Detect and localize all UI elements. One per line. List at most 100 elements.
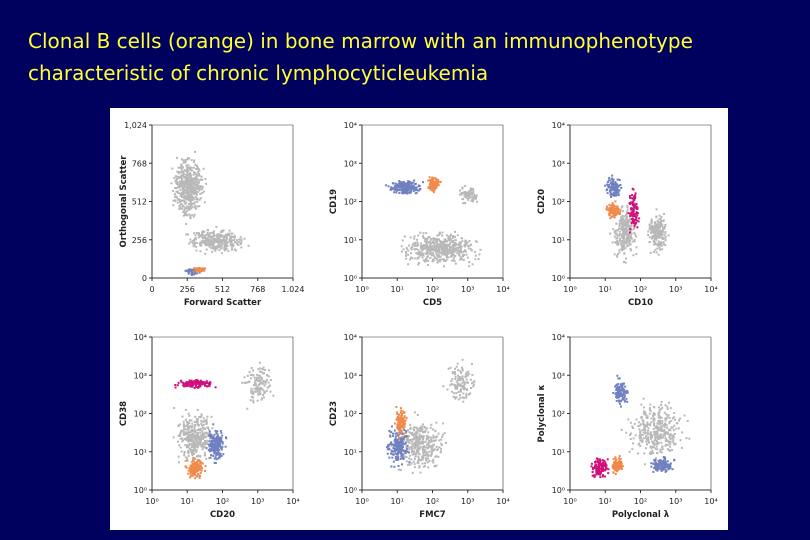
cell-dot [390,452,392,455]
cell-dot [617,192,620,195]
cell-dot [391,425,393,428]
cell-dot [607,185,610,188]
cell-dot [188,268,191,271]
cell-dot [195,207,198,210]
cell-dot [649,452,652,455]
cell-dot [193,424,196,427]
cell-dot [472,188,475,191]
cell-dot [664,419,667,422]
cell-dot [448,244,451,247]
cell-dot [463,384,466,387]
cell-dot [408,182,411,184]
cell-dot [176,384,179,387]
cell-dot [630,224,633,227]
cell-dot [212,247,215,250]
cell-dot [191,205,194,208]
cell-dot [616,386,619,389]
cell-dot [657,232,660,235]
cell-dot [429,250,432,253]
cell-dot [660,400,663,403]
cell-dot [612,458,615,461]
cell-dot [623,230,626,233]
cell-dot [655,224,657,227]
x-tick-label: 10³ [461,285,474,294]
y-tick-label: 10³ [552,159,565,168]
cell-dot [424,237,426,240]
cell-dot [650,222,653,225]
cell-dot [650,451,653,454]
cell-dot [215,458,218,461]
cell-dot [182,205,185,208]
cell-dot [651,225,654,228]
cell-dot [442,243,445,246]
cell-dot [458,242,461,245]
cell-dot [671,434,674,437]
cell-dot [214,456,217,459]
cell-dot [459,246,462,248]
cell-dot [618,399,621,402]
cell-dot [638,437,641,440]
cell-dot [460,388,462,391]
cell-dot [608,207,611,210]
cell-dot [591,471,594,473]
cell-dot [399,420,402,423]
cell-dot [399,469,402,472]
cell-dot [185,439,188,442]
cell-dot [252,369,254,372]
cell-dot [395,191,398,194]
cell-dot [653,235,656,237]
cell-dot [660,232,663,234]
cell-dot [246,407,249,410]
cell-dot [189,174,192,177]
cell-dot [670,426,673,429]
cell-dot [192,450,194,453]
cell-dot [216,441,219,444]
cell-dot [633,196,635,199]
cell-dot [219,241,222,244]
cell-dot [204,469,206,472]
cell-dot [653,233,656,236]
cell-dot [673,433,676,435]
cell-dot [182,424,185,427]
cell-dot [657,236,660,239]
cell-dot [197,236,200,239]
cell-dot [199,439,202,442]
cell-dot [406,444,409,447]
cell-dot [179,437,182,440]
cell-dot [652,428,655,430]
cell-dot [181,381,184,384]
cell-dot [630,197,633,200]
cell-dot [194,385,197,388]
cell-dot [193,232,196,235]
cell-dot [398,450,401,453]
cell-dot [431,241,434,244]
x-tick-label: 768 [250,285,265,294]
cell-dot [188,166,191,169]
cell-dot [617,390,620,393]
cell-dot [620,247,623,250]
cell-dot [396,413,399,415]
cell-dot [464,184,467,187]
cell-dot [188,213,191,216]
cell-dot [186,188,188,191]
cell-dot [431,445,434,448]
cell-dot [608,211,611,214]
cell-dot [185,210,188,213]
cell-dot [661,422,664,425]
cell-dot [403,185,406,188]
cell-dot [195,455,198,458]
cell-dot [176,198,179,201]
cell-dot [659,421,661,424]
cell-dot [659,222,662,225]
cell-dot [427,437,429,440]
cell-dot [414,182,417,185]
cell-dot [223,246,226,249]
cell-dot [646,425,649,428]
cell-dot [656,422,659,425]
cell-dot [593,476,596,478]
cell-dot [649,251,652,254]
cell-dot [668,436,671,439]
cell-dot [414,447,417,450]
cell-dot [416,252,419,255]
cell-dot [428,236,431,239]
